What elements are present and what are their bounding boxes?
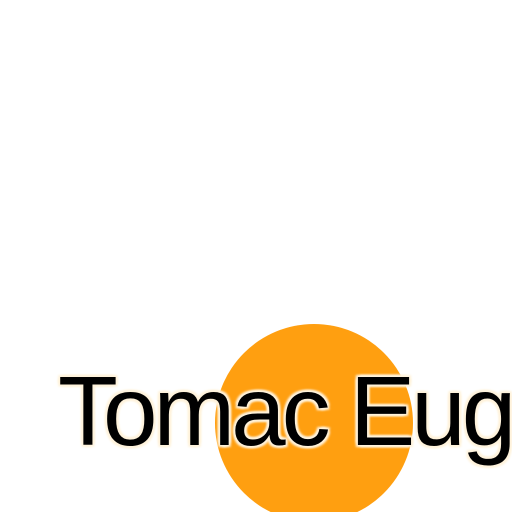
- orange-circle: [215, 324, 413, 512]
- title-text: Tomac Euge: [58, 356, 512, 466]
